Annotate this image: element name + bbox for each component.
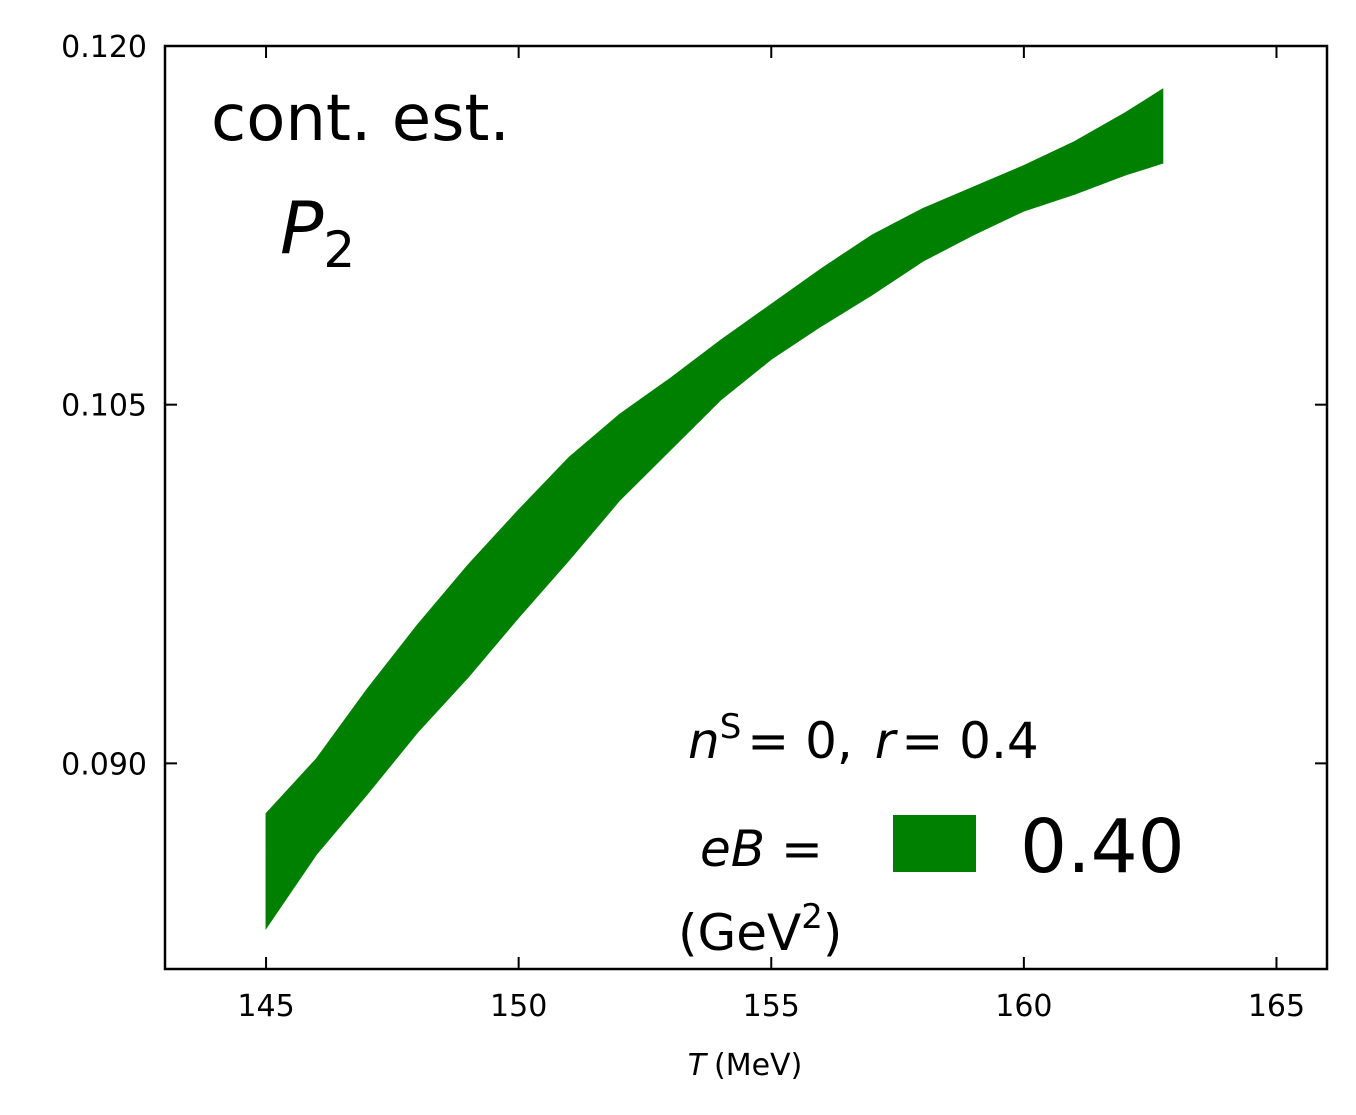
legend-swatch [893, 815, 976, 872]
units-open: (GeV [678, 904, 801, 962]
band [265, 88, 1164, 930]
x-axis-label: T (MeV) [688, 1048, 803, 1083]
y-tick-label: 0.105 [61, 389, 147, 424]
observable-subscript: 2 [323, 221, 355, 279]
y-tick-label: 0.090 [61, 747, 147, 782]
cond-n-eq: = 0, [747, 712, 853, 770]
observable-label: P2 [280, 186, 355, 279]
legend-title: eB = [700, 820, 823, 878]
x-tick-label: 165 [1248, 989, 1305, 1024]
legend-units: (GeV2) [678, 897, 842, 962]
cond-n: n [688, 712, 720, 770]
plot-area [265, 88, 1164, 930]
method-label: cont. est. [211, 82, 510, 156]
x-tick-label: 160 [995, 989, 1052, 1024]
x-label-unit: (MeV) [714, 1048, 802, 1083]
units-close: ) [823, 904, 843, 962]
cond-r: r [875, 712, 899, 770]
y-tick-label: 0.120 [61, 30, 147, 65]
legend-label: 0.40 [1020, 804, 1185, 890]
condition-label: nS = 0, r = 0.4 [688, 707, 1039, 770]
axes-frame [163, 44, 1329, 971]
x-tick-label: 155 [743, 989, 800, 1024]
x-tick-label: 150 [490, 989, 547, 1024]
observable-symbol: P [280, 186, 324, 270]
cond-n-sup: S [720, 707, 742, 747]
units-sup: 2 [801, 897, 823, 937]
cond-r-eq: = 0.4 [901, 712, 1038, 770]
x-tick-label: 145 [237, 989, 294, 1024]
x-label-symbol: T [688, 1048, 709, 1083]
